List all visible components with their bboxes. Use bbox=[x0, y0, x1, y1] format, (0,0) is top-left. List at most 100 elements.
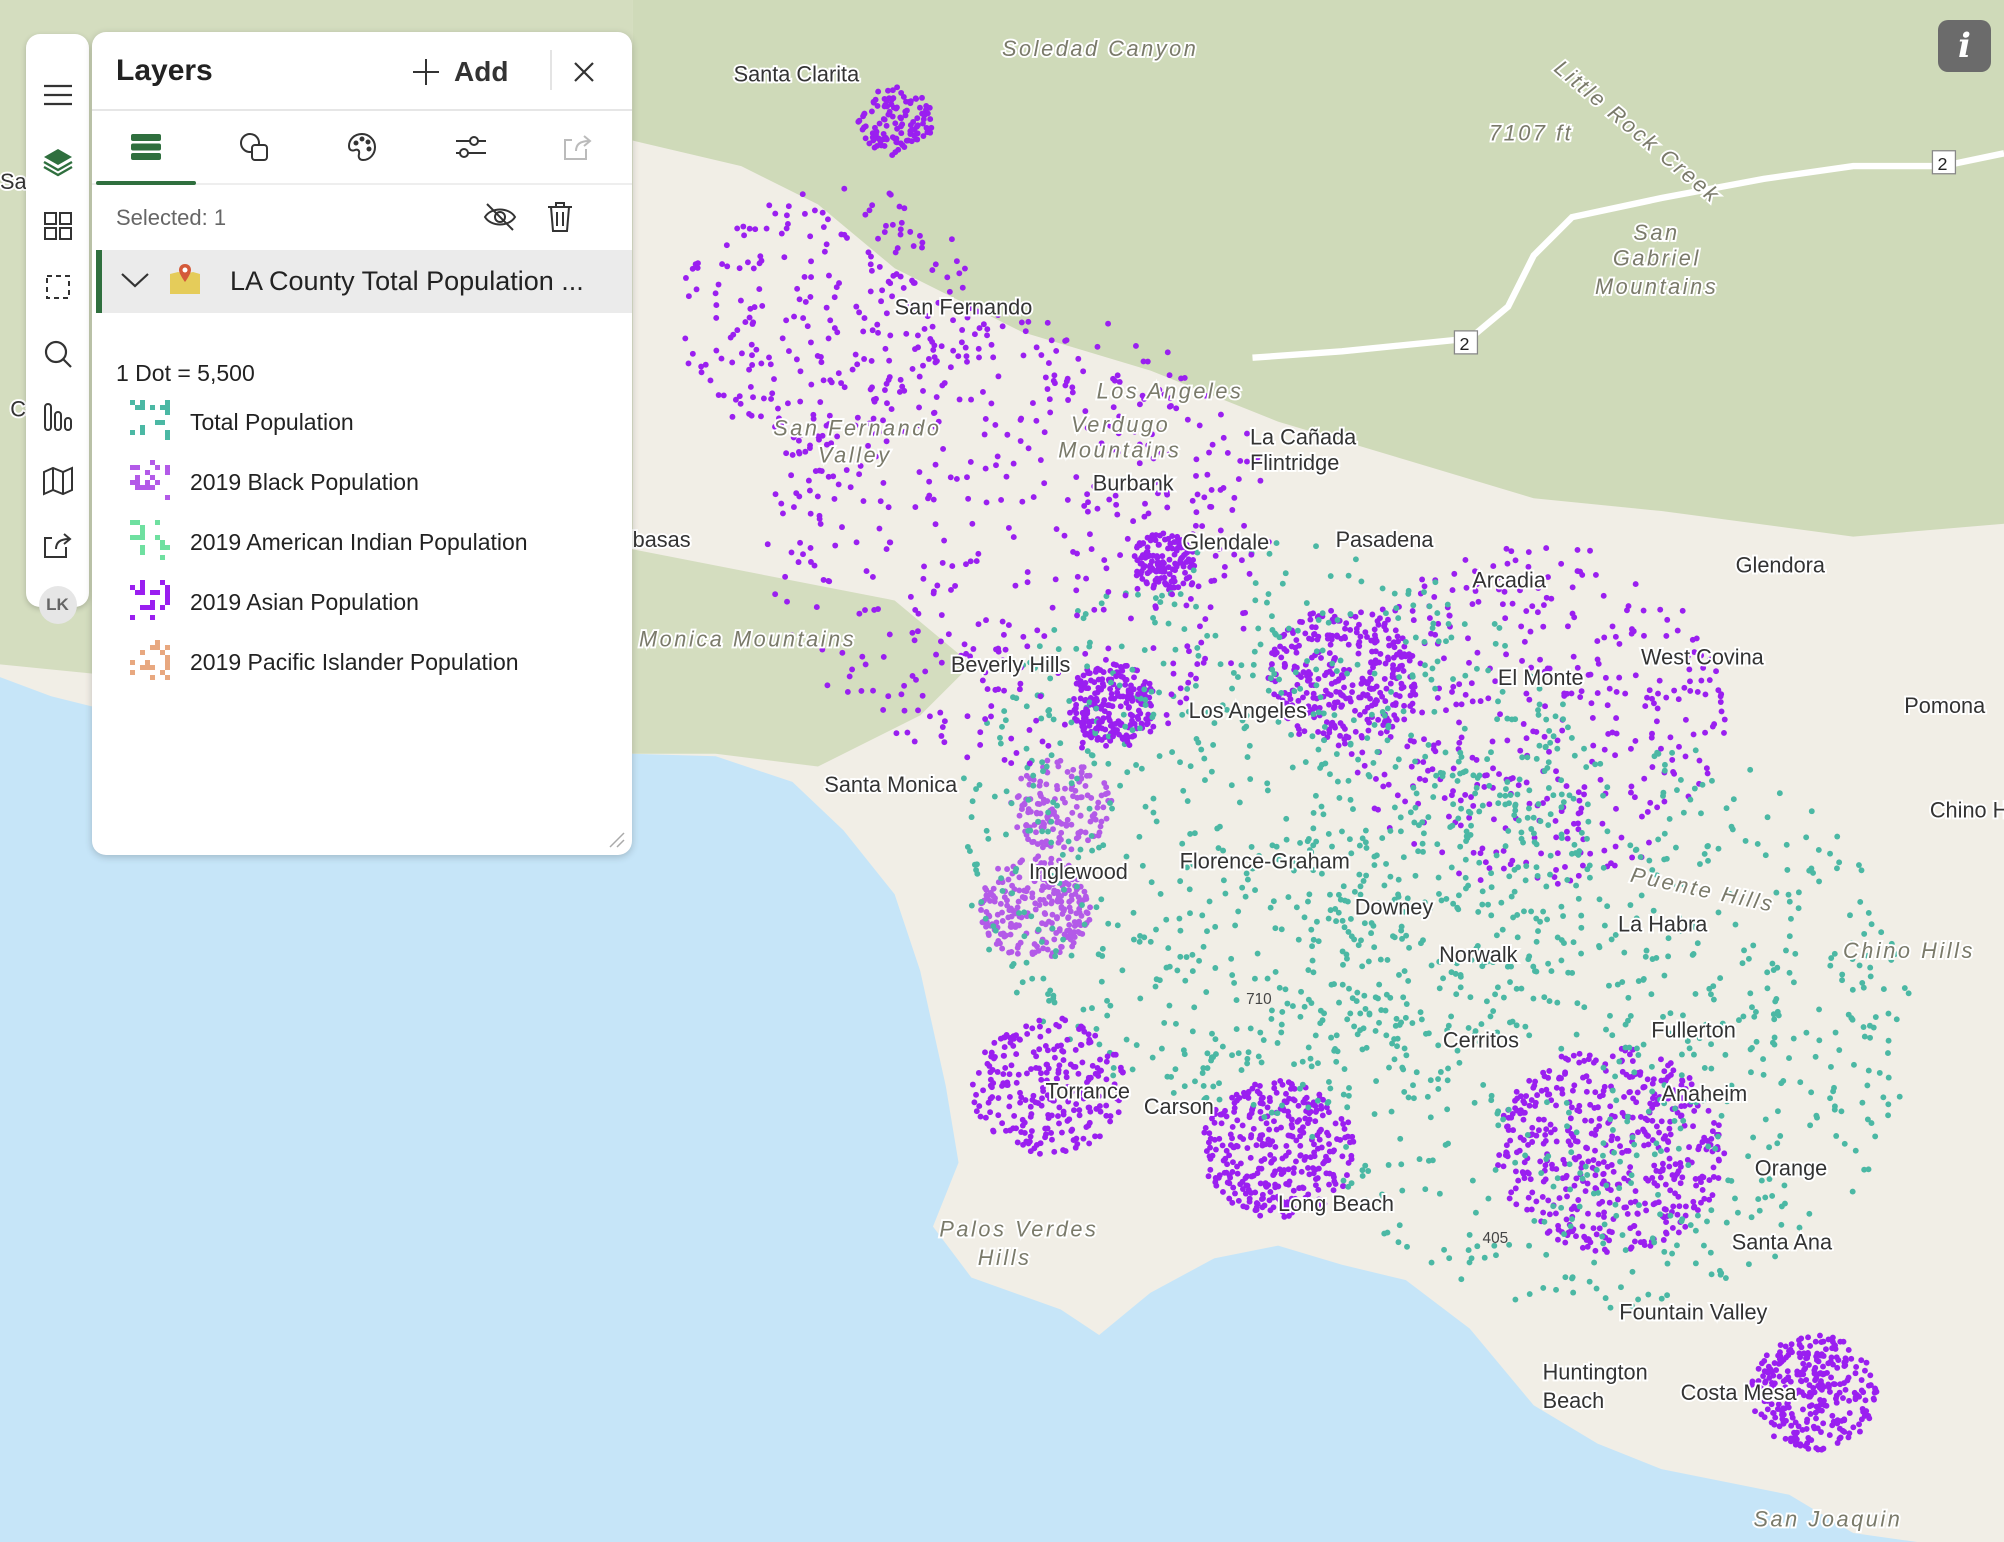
population-dot bbox=[1015, 898, 1022, 905]
population-dot bbox=[715, 392, 722, 398]
population-dot bbox=[883, 380, 890, 387]
population-dot bbox=[1183, 575, 1190, 582]
population-dot bbox=[1354, 661, 1361, 668]
population-dot bbox=[1079, 930, 1086, 937]
population-dot bbox=[1760, 1056, 1767, 1063]
population-dot bbox=[884, 400, 890, 407]
population-dot bbox=[1861, 930, 1868, 937]
population-dot bbox=[1730, 796, 1737, 803]
population-dot bbox=[1541, 994, 1548, 1001]
population-dot bbox=[757, 253, 764, 260]
population-dot bbox=[1530, 995, 1537, 1002]
population-dot bbox=[1815, 1446, 1821, 1453]
population-dot bbox=[973, 786, 979, 792]
population-dot bbox=[1336, 795, 1343, 801]
population-dot bbox=[1339, 981, 1346, 988]
population-dot bbox=[1391, 1056, 1398, 1063]
population-dot bbox=[1564, 724, 1571, 731]
population-dot bbox=[1405, 587, 1412, 594]
population-dot bbox=[1380, 783, 1387, 790]
population-dot bbox=[1331, 981, 1337, 988]
population-dot bbox=[1098, 600, 1105, 607]
population-dot bbox=[1784, 1368, 1791, 1375]
population-dot bbox=[1686, 1045, 1693, 1052]
population-dot bbox=[786, 348, 792, 355]
population-dot bbox=[1409, 607, 1416, 614]
population-dot bbox=[1715, 687, 1722, 694]
population-dot bbox=[1294, 723, 1301, 729]
population-dot bbox=[1148, 702, 1154, 709]
population-dot bbox=[1085, 499, 1091, 506]
population-dot bbox=[1699, 781, 1706, 788]
population-dot bbox=[1635, 1129, 1641, 1136]
population-dot bbox=[1289, 1124, 1296, 1131]
population-dot bbox=[1768, 1419, 1775, 1426]
population-dot bbox=[1582, 1163, 1589, 1170]
population-dot bbox=[962, 344, 969, 351]
population-dot bbox=[1029, 865, 1036, 872]
population-dot bbox=[1072, 922, 1079, 929]
population-dot bbox=[1177, 591, 1184, 597]
population-dot bbox=[1686, 1075, 1693, 1081]
population-dot bbox=[1249, 1085, 1256, 1092]
population-dot bbox=[1553, 834, 1560, 841]
population-dot bbox=[1105, 588, 1112, 595]
population-dot bbox=[1613, 688, 1620, 695]
population-dot bbox=[1579, 1175, 1586, 1182]
population-dot bbox=[1512, 1185, 1519, 1192]
population-dot bbox=[1382, 610, 1389, 617]
population-dot bbox=[1244, 876, 1251, 883]
population-dot bbox=[1325, 1098, 1332, 1105]
population-dot bbox=[1532, 968, 1538, 975]
population-dot bbox=[1488, 749, 1494, 756]
population-dot bbox=[1542, 703, 1548, 710]
population-dot bbox=[752, 226, 759, 233]
population-dot bbox=[1396, 1222, 1403, 1229]
population-dot bbox=[1449, 688, 1455, 695]
population-dot bbox=[734, 327, 741, 334]
population-dot bbox=[977, 741, 984, 748]
population-dot bbox=[1348, 751, 1355, 757]
population-dot bbox=[1593, 1285, 1600, 1292]
population-dot bbox=[1252, 887, 1258, 894]
population-dot bbox=[1082, 650, 1089, 657]
population-dot bbox=[889, 221, 896, 228]
population-dot bbox=[1319, 647, 1326, 654]
population-dot bbox=[1829, 1412, 1836, 1419]
population-dot bbox=[1045, 828, 1051, 835]
population-dot bbox=[1659, 1167, 1666, 1174]
population-dot bbox=[1805, 1351, 1812, 1358]
population-dot bbox=[1455, 758, 1462, 765]
population-dot bbox=[1283, 1143, 1290, 1149]
population-dot bbox=[1642, 953, 1649, 960]
population-dot bbox=[1315, 1186, 1322, 1193]
population-dot bbox=[952, 582, 959, 589]
population-dot bbox=[1537, 1158, 1544, 1165]
population-dot bbox=[1574, 1000, 1581, 1007]
population-dot bbox=[1371, 632, 1378, 639]
population-dot bbox=[1207, 604, 1214, 611]
population-dot bbox=[1669, 1225, 1676, 1231]
population-dot bbox=[978, 899, 985, 905]
population-dot bbox=[1778, 1080, 1785, 1087]
population-dot bbox=[1014, 824, 1021, 831]
population-dot bbox=[1771, 1016, 1778, 1023]
population-dot bbox=[1669, 756, 1676, 763]
population-dot bbox=[1269, 666, 1276, 673]
population-dot bbox=[1568, 1149, 1575, 1156]
population-dot bbox=[1596, 896, 1603, 903]
population-dot bbox=[1133, 762, 1140, 768]
population-dot bbox=[1069, 389, 1076, 396]
population-dot bbox=[1528, 908, 1535, 915]
population-dot bbox=[1074, 612, 1080, 619]
population-dot bbox=[1186, 648, 1192, 655]
population-dot bbox=[1661, 798, 1668, 805]
population-dot bbox=[1226, 1195, 1233, 1202]
population-dot bbox=[1856, 962, 1863, 969]
population-dot bbox=[1450, 683, 1457, 690]
population-dot bbox=[1585, 818, 1592, 825]
population-dot bbox=[1187, 910, 1193, 917]
population-dot bbox=[1758, 1386, 1765, 1392]
population-dot bbox=[883, 310, 890, 317]
population-dot bbox=[1287, 696, 1294, 703]
